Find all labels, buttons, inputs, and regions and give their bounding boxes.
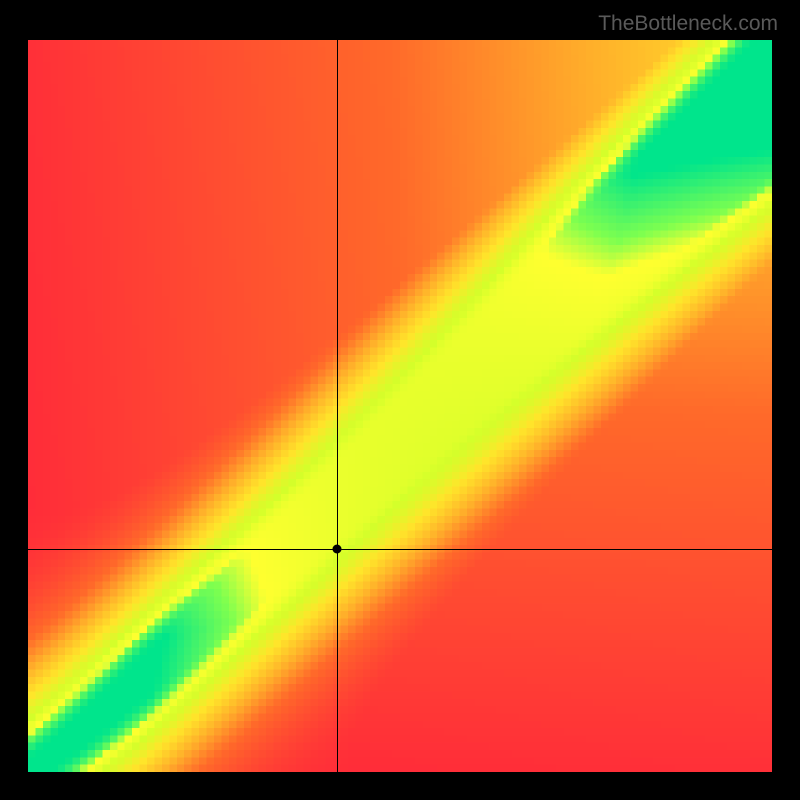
watermark-text: TheBottleneck.com [598,12,778,36]
crosshair-vertical [337,40,338,772]
heatmap-canvas [28,40,772,772]
marker-dot [332,544,341,553]
chart-container: TheBottleneck.com [0,0,800,800]
crosshair-horizontal [28,549,772,550]
plot-area [28,40,772,772]
